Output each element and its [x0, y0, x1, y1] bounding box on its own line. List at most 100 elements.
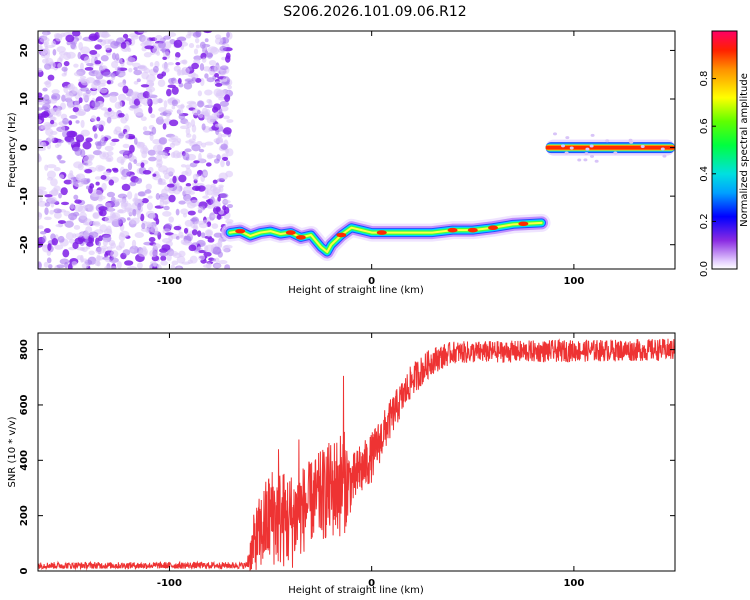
- noise-speckle: [73, 225, 81, 230]
- snr-ytick-label: 800: [19, 339, 30, 360]
- noise-speckle: [218, 186, 224, 193]
- noise-speckle: [201, 123, 206, 131]
- noise-speckle: [96, 116, 101, 122]
- noise-speckle: [178, 231, 184, 238]
- noise-speckle: [109, 95, 118, 103]
- noise-speckle: [111, 213, 117, 219]
- noise-speckle: [146, 202, 153, 211]
- noise-speckle: [76, 255, 83, 261]
- noise-speckle: [152, 173, 157, 177]
- spectrogram-ytick-label: -20: [19, 236, 30, 254]
- noise-speckle: [82, 93, 90, 102]
- noise-speckle: [219, 100, 230, 107]
- snr-x-axis: -100 0 100: [157, 333, 584, 589]
- noise-speckle: [152, 260, 157, 268]
- noise-speckle: [140, 84, 150, 88]
- noise-speckle: [184, 148, 192, 153]
- spectrogram-frame: [37, 30, 676, 270]
- noise-speckle: [134, 193, 138, 202]
- noise-speckle: [97, 241, 101, 247]
- noise-speckle: [98, 206, 108, 211]
- noise-speckle: [82, 141, 92, 150]
- noise-speckle: [119, 149, 129, 155]
- noise-speckle: [66, 130, 76, 138]
- noise-speckle: [146, 97, 151, 105]
- noise-speckle: [191, 124, 197, 133]
- noise-speckle: [133, 159, 138, 165]
- noise-speckle: [38, 92, 43, 98]
- noise-speckle: [39, 196, 43, 203]
- noise-speckle: [204, 89, 213, 96]
- noise-speckle: [143, 130, 152, 136]
- noise-speckle: [213, 103, 222, 111]
- noise-speckle: [137, 191, 146, 197]
- noise-speckle: [174, 56, 179, 61]
- noise-speckle: [148, 88, 153, 97]
- noise-speckle: [206, 204, 214, 209]
- noise-speckle: [215, 206, 221, 212]
- noise-speckle: [97, 165, 106, 171]
- spectrogram-y-axis: 20 10 0 -10 -20: [19, 43, 675, 254]
- noise-speckle: [152, 266, 158, 269]
- noise-speckle: [158, 115, 164, 120]
- noise-speckle: [185, 133, 192, 138]
- noise-speckle: [111, 52, 117, 60]
- noise-speckle: [60, 201, 70, 206]
- snr-xtick-label: 0: [368, 578, 375, 589]
- noise-speckle: [45, 128, 54, 136]
- noise-speckle: [121, 202, 129, 207]
- noise-speckle: [122, 249, 131, 256]
- snr-y-label: SNR (10 * v/v): [7, 416, 18, 487]
- noise-speckle: [138, 95, 143, 102]
- noise-speckle: [133, 69, 143, 76]
- noise-speckle: [216, 178, 225, 183]
- noise-speckle: [166, 183, 175, 188]
- noise-speckle: [217, 240, 223, 248]
- spectrogram-x-axis: -100 0 100: [157, 31, 584, 287]
- snr-ytick-label: 400: [19, 450, 30, 471]
- noise-speckle: [158, 40, 166, 49]
- noise-speckle: [94, 70, 101, 77]
- noise-speckle: [171, 99, 178, 107]
- upper-ridge-speckle: [660, 147, 665, 151]
- noise-speckle: [107, 107, 112, 112]
- noise-speckle: [199, 63, 205, 71]
- noise-speckle: [170, 264, 176, 269]
- noise-speckle: [86, 62, 94, 67]
- noise-speckle: [214, 73, 220, 78]
- noise-speckle: [72, 106, 79, 113]
- noise-speckle: [82, 155, 93, 164]
- noise-speckle: [47, 134, 55, 143]
- noise-speckle: [67, 83, 74, 90]
- noise-speckle: [225, 160, 231, 167]
- noise-speckle: [67, 263, 73, 269]
- noise-speckle: [103, 171, 111, 176]
- noise-speckle: [151, 126, 157, 135]
- noise-speckle: [42, 103, 51, 110]
- noise-speckle: [57, 139, 64, 144]
- noise-speckle: [159, 252, 169, 257]
- noise-speckle: [155, 150, 163, 156]
- noise-speckle: [55, 109, 62, 117]
- noise-speckle: [84, 66, 94, 71]
- noise-speckle: [194, 186, 200, 191]
- noise-speckle: [187, 121, 192, 129]
- noise-speckle: [217, 196, 221, 202]
- noise-speckle: [99, 65, 106, 71]
- noise-speckle: [95, 181, 100, 186]
- noise-speckle: [222, 77, 228, 83]
- noise-speckle: [225, 55, 231, 63]
- colorbar-tick-label: 0.6: [699, 118, 710, 134]
- noise-speckle: [44, 194, 53, 198]
- noise-speckle: [84, 168, 93, 174]
- noise-speckle: [223, 115, 230, 120]
- noise-speckle: [204, 188, 209, 197]
- noise-speckle: [185, 127, 191, 136]
- colorbar-label: Normalized spectral amplitude: [739, 73, 750, 227]
- noise-speckle: [51, 95, 58, 100]
- noise-speckle: [63, 86, 69, 94]
- noise-speckle: [197, 206, 204, 211]
- noise-speckle: [206, 77, 215, 83]
